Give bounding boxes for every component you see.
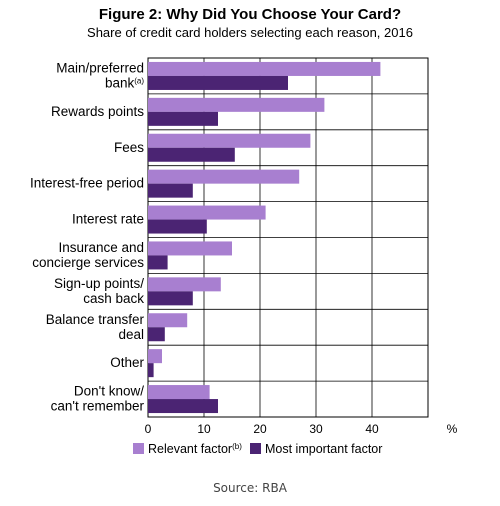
category-label: Don't know/ xyxy=(74,384,144,399)
bar-relevant-factor xyxy=(148,277,221,292)
source-note: Source: RBA xyxy=(213,481,287,495)
category-label: Interest rate xyxy=(72,212,144,227)
bar-relevant-factor xyxy=(148,97,325,112)
category-label: concierge services xyxy=(32,255,144,270)
category-label: Other xyxy=(110,355,144,370)
bar-relevant-factor xyxy=(148,205,266,220)
bar-relevant-factor xyxy=(148,313,188,328)
chart-title: Figure 2: Why Did You Choose Your Card? xyxy=(98,6,402,23)
bar-relevant-factor xyxy=(148,133,311,148)
bar-relevant-factor xyxy=(148,349,162,364)
x-tick-label: 10 xyxy=(197,422,211,436)
legend-label-superscript: (b) xyxy=(232,442,242,451)
legend-swatch-relevant xyxy=(133,443,144,454)
category-label: Rewards points xyxy=(51,104,144,119)
bar-relevant-factor xyxy=(148,241,232,256)
bar-most-important-factor xyxy=(148,219,207,234)
bar-relevant-factor xyxy=(148,61,381,76)
bar-most-important-factor xyxy=(148,327,165,342)
category-label: Insurance and xyxy=(58,240,144,255)
bar-relevant-factor xyxy=(148,385,210,400)
legend-label: Relevant factor(b) xyxy=(148,442,242,457)
bar-relevant-factor xyxy=(148,169,300,184)
category-label-superscript: (a) xyxy=(134,76,144,85)
chart-subtitle: Share of credit card holders selecting e… xyxy=(87,25,413,40)
legend-swatch-most-important xyxy=(250,443,261,454)
category-label: Sign-up points/ xyxy=(54,276,144,291)
legend-label: Most important factor xyxy=(265,442,382,456)
bar-most-important-factor xyxy=(148,183,193,198)
category-label: Balance transfer xyxy=(46,312,145,327)
bar-most-important-factor xyxy=(148,147,235,162)
x-tick-label: 40 xyxy=(365,422,379,436)
category-label: Main/preferred xyxy=(56,60,144,75)
category-label: bank(a) xyxy=(105,75,144,90)
bar-most-important-factor xyxy=(148,75,288,90)
category-label: can't remember xyxy=(51,399,145,414)
bar-most-important-factor xyxy=(148,399,218,414)
category-label: Fees xyxy=(114,140,144,155)
category-label: cash back xyxy=(83,291,144,306)
bar-most-important-factor xyxy=(148,255,168,270)
bar-most-important-factor xyxy=(148,363,154,378)
x-tick-label: 0 xyxy=(145,422,152,436)
bar-most-important-factor xyxy=(148,111,218,126)
bar-most-important-factor xyxy=(148,291,193,306)
x-tick-label: 30 xyxy=(309,422,323,436)
x-unit-label: % xyxy=(447,422,458,436)
x-tick-label: 20 xyxy=(253,422,267,436)
category-label: deal xyxy=(118,327,144,342)
category-label: Interest-free period xyxy=(30,176,144,191)
